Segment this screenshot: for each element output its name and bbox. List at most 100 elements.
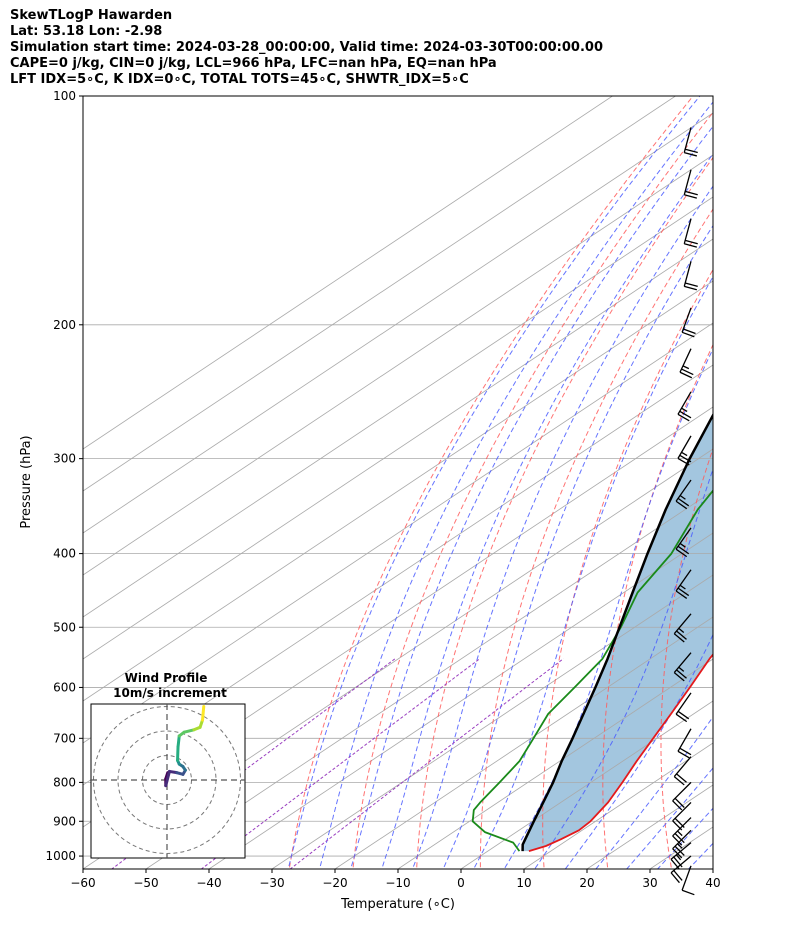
y-axis-label: Pressure (hPa) — [19, 435, 34, 528]
isotherm-line — [83, 448, 713, 869]
dewpoint-profile-line — [471, 489, 713, 852]
moist-adiabat-line — [534, 467, 713, 869]
hodograph-segment — [164, 769, 171, 788]
y-tick-label: 600 — [53, 680, 76, 694]
moist-adiabat-line — [381, 153, 713, 869]
isotherm-line — [83, 112, 713, 534]
wind-barb-flag — [677, 750, 690, 759]
wind-barb-flag — [685, 148, 698, 154]
wind-barb-flag — [679, 410, 692, 419]
wind-barb-flag — [684, 151, 697, 157]
header-line-2: Lat: 53.18 Lon: -2.98 — [10, 24, 163, 39]
x-tick-label: 30 — [642, 876, 657, 890]
wind-barb-flag — [672, 848, 683, 859]
wind-barb-staff — [672, 781, 692, 802]
wind-barb-flag — [681, 368, 694, 376]
wind-barb-staff — [675, 569, 692, 592]
wind-barb-flag — [674, 833, 685, 844]
wind-barb-flag — [681, 889, 695, 896]
wind-barb-flag — [672, 820, 683, 831]
hodograph-segment — [182, 728, 196, 734]
y-tick-label: 500 — [53, 620, 76, 634]
hodograph-title: Wind Profile — [125, 671, 208, 685]
wind-barb-staff — [675, 692, 692, 715]
y-tick-label: 100 — [53, 89, 76, 103]
y-tick-label: 800 — [53, 775, 76, 789]
wind-barb-half-flag — [678, 666, 685, 672]
moist-adiabat-line — [656, 807, 713, 869]
dry-adiabat-line — [660, 447, 713, 869]
moist-adiabat-line — [442, 224, 713, 869]
wind-barb-flag — [677, 497, 690, 507]
y-tick-label: 900 — [53, 814, 76, 828]
wind-barb-flag — [684, 194, 697, 199]
wind-barb — [673, 756, 692, 786]
dry-adiabat-line — [416, 156, 713, 869]
wind-barb — [683, 218, 698, 248]
x-tick-label: −60 — [70, 876, 95, 890]
wind-barb — [672, 801, 692, 831]
wind-barb-half-flag — [679, 542, 686, 548]
wind-barb-flag — [679, 454, 692, 463]
header-line-3: Simulation start time: 2024-03-28_00:00:… — [10, 40, 603, 55]
isotherm-line — [83, 196, 713, 618]
y-axis: 100 200 300 400 500 600 700 800 900 1000 — [45, 89, 83, 863]
y-tick-label: 700 — [53, 731, 76, 745]
wind-barb — [679, 348, 694, 379]
wind-barb-flag — [676, 669, 687, 679]
wind-barb-half-flag — [678, 627, 685, 634]
wind-barb — [670, 842, 692, 870]
isotherm-line — [83, 322, 713, 744]
wind-barb — [673, 652, 692, 682]
wind-barb-staff — [681, 307, 692, 333]
wind-barb-staff — [677, 728, 692, 752]
y-tick-label: 400 — [53, 547, 76, 561]
wind-barb-flag — [674, 817, 685, 828]
wind-barb-half-flag — [681, 407, 688, 413]
isotherm-line — [208, 532, 713, 869]
wind-barb-flag — [673, 870, 683, 881]
isotherm-line — [397, 658, 713, 869]
isotherm-line — [83, 280, 713, 702]
wind-barb-staff — [672, 817, 692, 837]
wind-barb-staff — [683, 218, 692, 244]
wind-barb-flag — [672, 800, 683, 811]
wind-barb-staff — [672, 801, 692, 822]
wind-barb-flag — [676, 773, 687, 783]
isotherm-line — [83, 96, 613, 450]
wind-barb-staff — [683, 261, 692, 287]
dry-adiabat-lines — [288, 61, 794, 875]
wind-barb — [677, 728, 692, 759]
chart-header: SkewTLogP Hawarden Lat: 53.18 Lon: -2.98 S… — [10, 8, 603, 88]
wind-barb-flag — [677, 413, 690, 422]
wind-barb-staff — [670, 842, 692, 860]
x-tick-label: 40 — [705, 876, 720, 890]
profile-series — [471, 412, 713, 852]
wind-barb-half-flag — [679, 494, 686, 500]
y-tick-label: 300 — [53, 452, 76, 466]
isotherm-line — [460, 700, 713, 869]
x-tick-label: −30 — [259, 876, 284, 890]
isotherm-line — [145, 490, 713, 869]
y-tick-label: 200 — [53, 318, 76, 332]
x-axis-label: Temperature (∘C) — [340, 897, 455, 912]
wind-barb-flag — [679, 747, 692, 756]
x-tick-label: −40 — [196, 876, 221, 890]
wind-barb — [670, 855, 692, 884]
wind-barb-staff — [683, 127, 692, 153]
wind-barb — [675, 692, 692, 723]
wind-barb — [673, 613, 692, 643]
dry-adiabat-line — [717, 61, 794, 875]
wind-barb — [683, 127, 698, 157]
wind-barb-flag — [677, 710, 690, 720]
wind-barb-flag — [674, 797, 685, 808]
wind-barb — [675, 479, 692, 510]
x-tick-label: −20 — [322, 876, 347, 890]
wind-barb-flag — [670, 858, 680, 870]
hodograph-segment — [201, 705, 206, 722]
wind-barb-staff — [677, 391, 692, 415]
moist-adiabat-line — [503, 347, 713, 869]
wind-barb — [683, 169, 698, 199]
wind-barb-flag — [673, 776, 685, 786]
